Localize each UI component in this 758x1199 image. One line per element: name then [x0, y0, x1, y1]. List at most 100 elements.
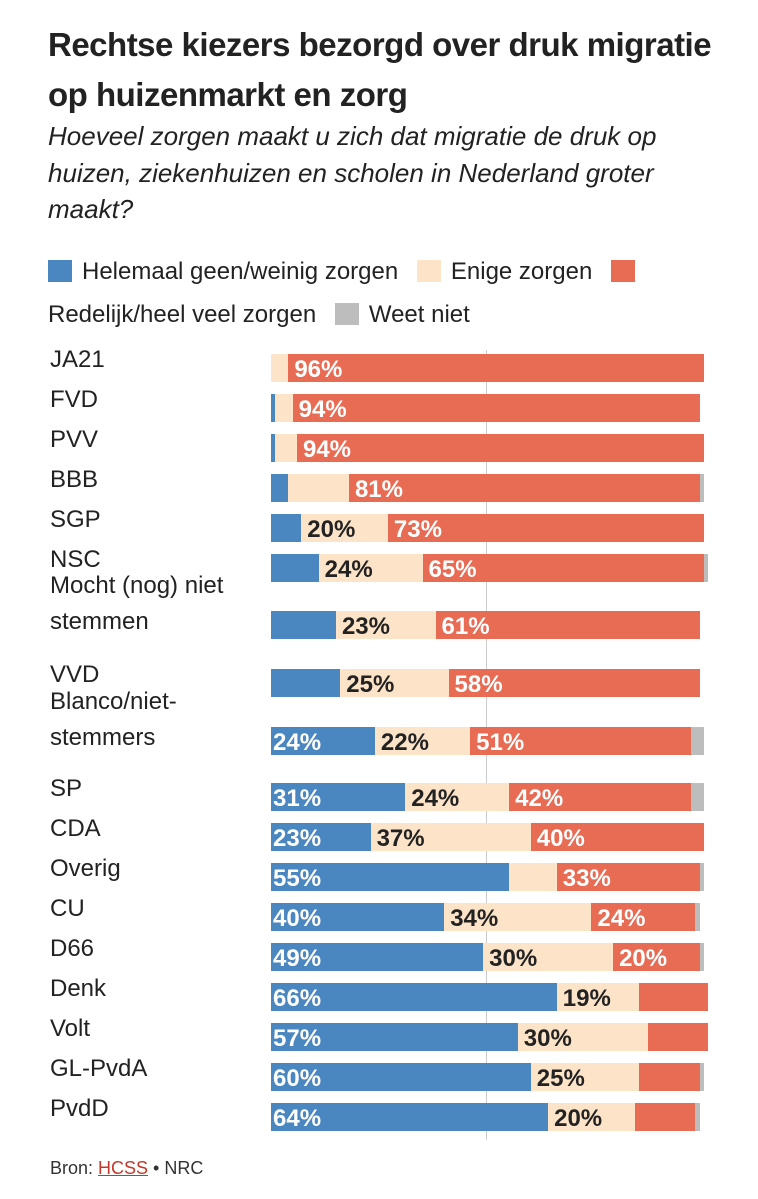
bar-veel — [613, 943, 700, 971]
bar-veel — [387, 514, 704, 542]
data-label-veel: 51% — [476, 729, 525, 756]
bar-enige — [271, 354, 289, 382]
bar-geen — [271, 727, 375, 755]
data-label-enige: 34% — [450, 905, 499, 932]
bar-enige — [444, 903, 592, 931]
bar-enige — [509, 863, 557, 891]
category-label: CDA — [50, 815, 101, 842]
bar-enige — [374, 727, 471, 755]
category-label: Overig — [50, 855, 121, 882]
bar-veel — [647, 1023, 709, 1051]
bar-veel — [591, 903, 696, 931]
data-label-geen: 40% — [273, 905, 322, 932]
bar-geen — [271, 823, 371, 851]
category-label: JA21 — [50, 346, 105, 373]
bar-geen — [271, 783, 406, 811]
bar-geen — [271, 943, 484, 971]
data-label-geen: 64% — [273, 1105, 322, 1132]
bar-enige — [275, 434, 297, 462]
category-label: Blanco/niet-stemmers — [50, 688, 177, 751]
bar-veel — [530, 823, 704, 851]
category-label: SP — [50, 775, 83, 802]
data-label-enige: 23% — [341, 613, 390, 640]
bar-enige — [517, 1023, 648, 1051]
legend-label: Weet niet — [368, 301, 470, 328]
data-label-enige: 30% — [489, 945, 538, 972]
data-label-enige: 19% — [562, 985, 611, 1012]
data-label-veel: 33% — [562, 865, 611, 892]
data-label-veel: 24% — [597, 905, 646, 932]
data-label-enige: 37% — [376, 825, 425, 852]
legend-label: Enige zorgen — [450, 258, 593, 285]
bar-veel — [288, 354, 704, 382]
bar-veel — [470, 727, 691, 755]
category-label: SGP — [50, 506, 101, 533]
category-label: GL-PvdA — [50, 1055, 148, 1082]
data-label-veel: 20% — [619, 945, 668, 972]
data-label-geen: 49% — [273, 945, 322, 972]
bar-enige — [405, 783, 510, 811]
data-label-veel: 73% — [393, 516, 442, 543]
data-label-veel: 65% — [428, 556, 477, 583]
category-label: NSC — [50, 546, 101, 573]
data-label-geen: 55% — [273, 865, 322, 892]
bar-enige — [318, 554, 423, 582]
data-label-enige: 25% — [346, 671, 395, 698]
bar-veel — [448, 669, 700, 697]
bar-veel — [292, 394, 700, 422]
bar-veel — [348, 474, 700, 502]
chart-title: Rechtse kiezers bezorgd over druk migrat… — [48, 26, 712, 113]
data-label-geen: 23% — [273, 825, 322, 852]
legend-swatch — [334, 303, 359, 325]
bar-weet-niet — [699, 474, 704, 502]
chart-subtitle: Hoeveel zorgen maakt u zich dat migratie… — [48, 121, 657, 224]
bar-enige — [288, 474, 349, 502]
bar-veel — [639, 983, 709, 1011]
bar-weet-niet — [704, 554, 709, 582]
data-label-veel: 81% — [354, 476, 403, 503]
bar-veel — [435, 611, 700, 639]
legend-swatch — [48, 260, 72, 282]
data-label-veel: 94% — [298, 396, 347, 423]
data-label-geen: 57% — [273, 1025, 322, 1052]
source-link[interactable]: HCSS — [98, 1158, 149, 1178]
bar-geen — [271, 554, 319, 582]
bar-geen — [271, 669, 341, 697]
data-label-veel: 96% — [294, 356, 343, 383]
bar-enige — [340, 669, 449, 697]
bar-weet-niet — [691, 783, 704, 811]
data-label-veel: 40% — [536, 825, 585, 852]
bar-enige — [530, 1063, 640, 1091]
bar-enige — [275, 394, 293, 422]
bar-veel — [296, 434, 704, 462]
data-label-veel: 58% — [454, 671, 503, 698]
bar-geen — [271, 514, 302, 542]
bar-geen — [271, 1023, 518, 1051]
data-label-veel: 94% — [302, 436, 352, 463]
bar-geen — [271, 611, 336, 639]
bar-geen — [271, 903, 445, 931]
source-suffix: • NRC — [148, 1158, 204, 1178]
data-label-enige: 20% — [554, 1105, 603, 1132]
data-label-enige: 24% — [411, 785, 460, 812]
bar-weet-niet — [699, 863, 704, 891]
bar-veel — [556, 863, 700, 891]
bar-geen — [271, 863, 510, 891]
bar-geen — [271, 474, 289, 502]
data-label-enige: 20% — [307, 516, 356, 543]
bar-weet-niet — [691, 727, 704, 755]
category-label: Denk — [50, 975, 107, 1002]
legend-item-weet-niet: Weet niet — [334, 301, 470, 328]
data-label-geen: 31% — [273, 785, 322, 812]
category-label: D66 — [50, 935, 95, 962]
bar-weet-niet — [695, 1103, 700, 1131]
data-label-enige: 22% — [380, 729, 429, 756]
bar-enige — [301, 514, 388, 542]
bar-enige — [548, 1103, 635, 1131]
bar-weet-niet — [699, 1063, 704, 1091]
legend-item-veel: Redelijk/heel veel zorgen — [48, 258, 645, 328]
data-label-enige: 24% — [324, 556, 373, 583]
bar-veel — [509, 783, 691, 811]
bar-veel — [639, 1063, 700, 1091]
legend-label: Helemaal geen/weinig zorgen — [82, 258, 399, 285]
